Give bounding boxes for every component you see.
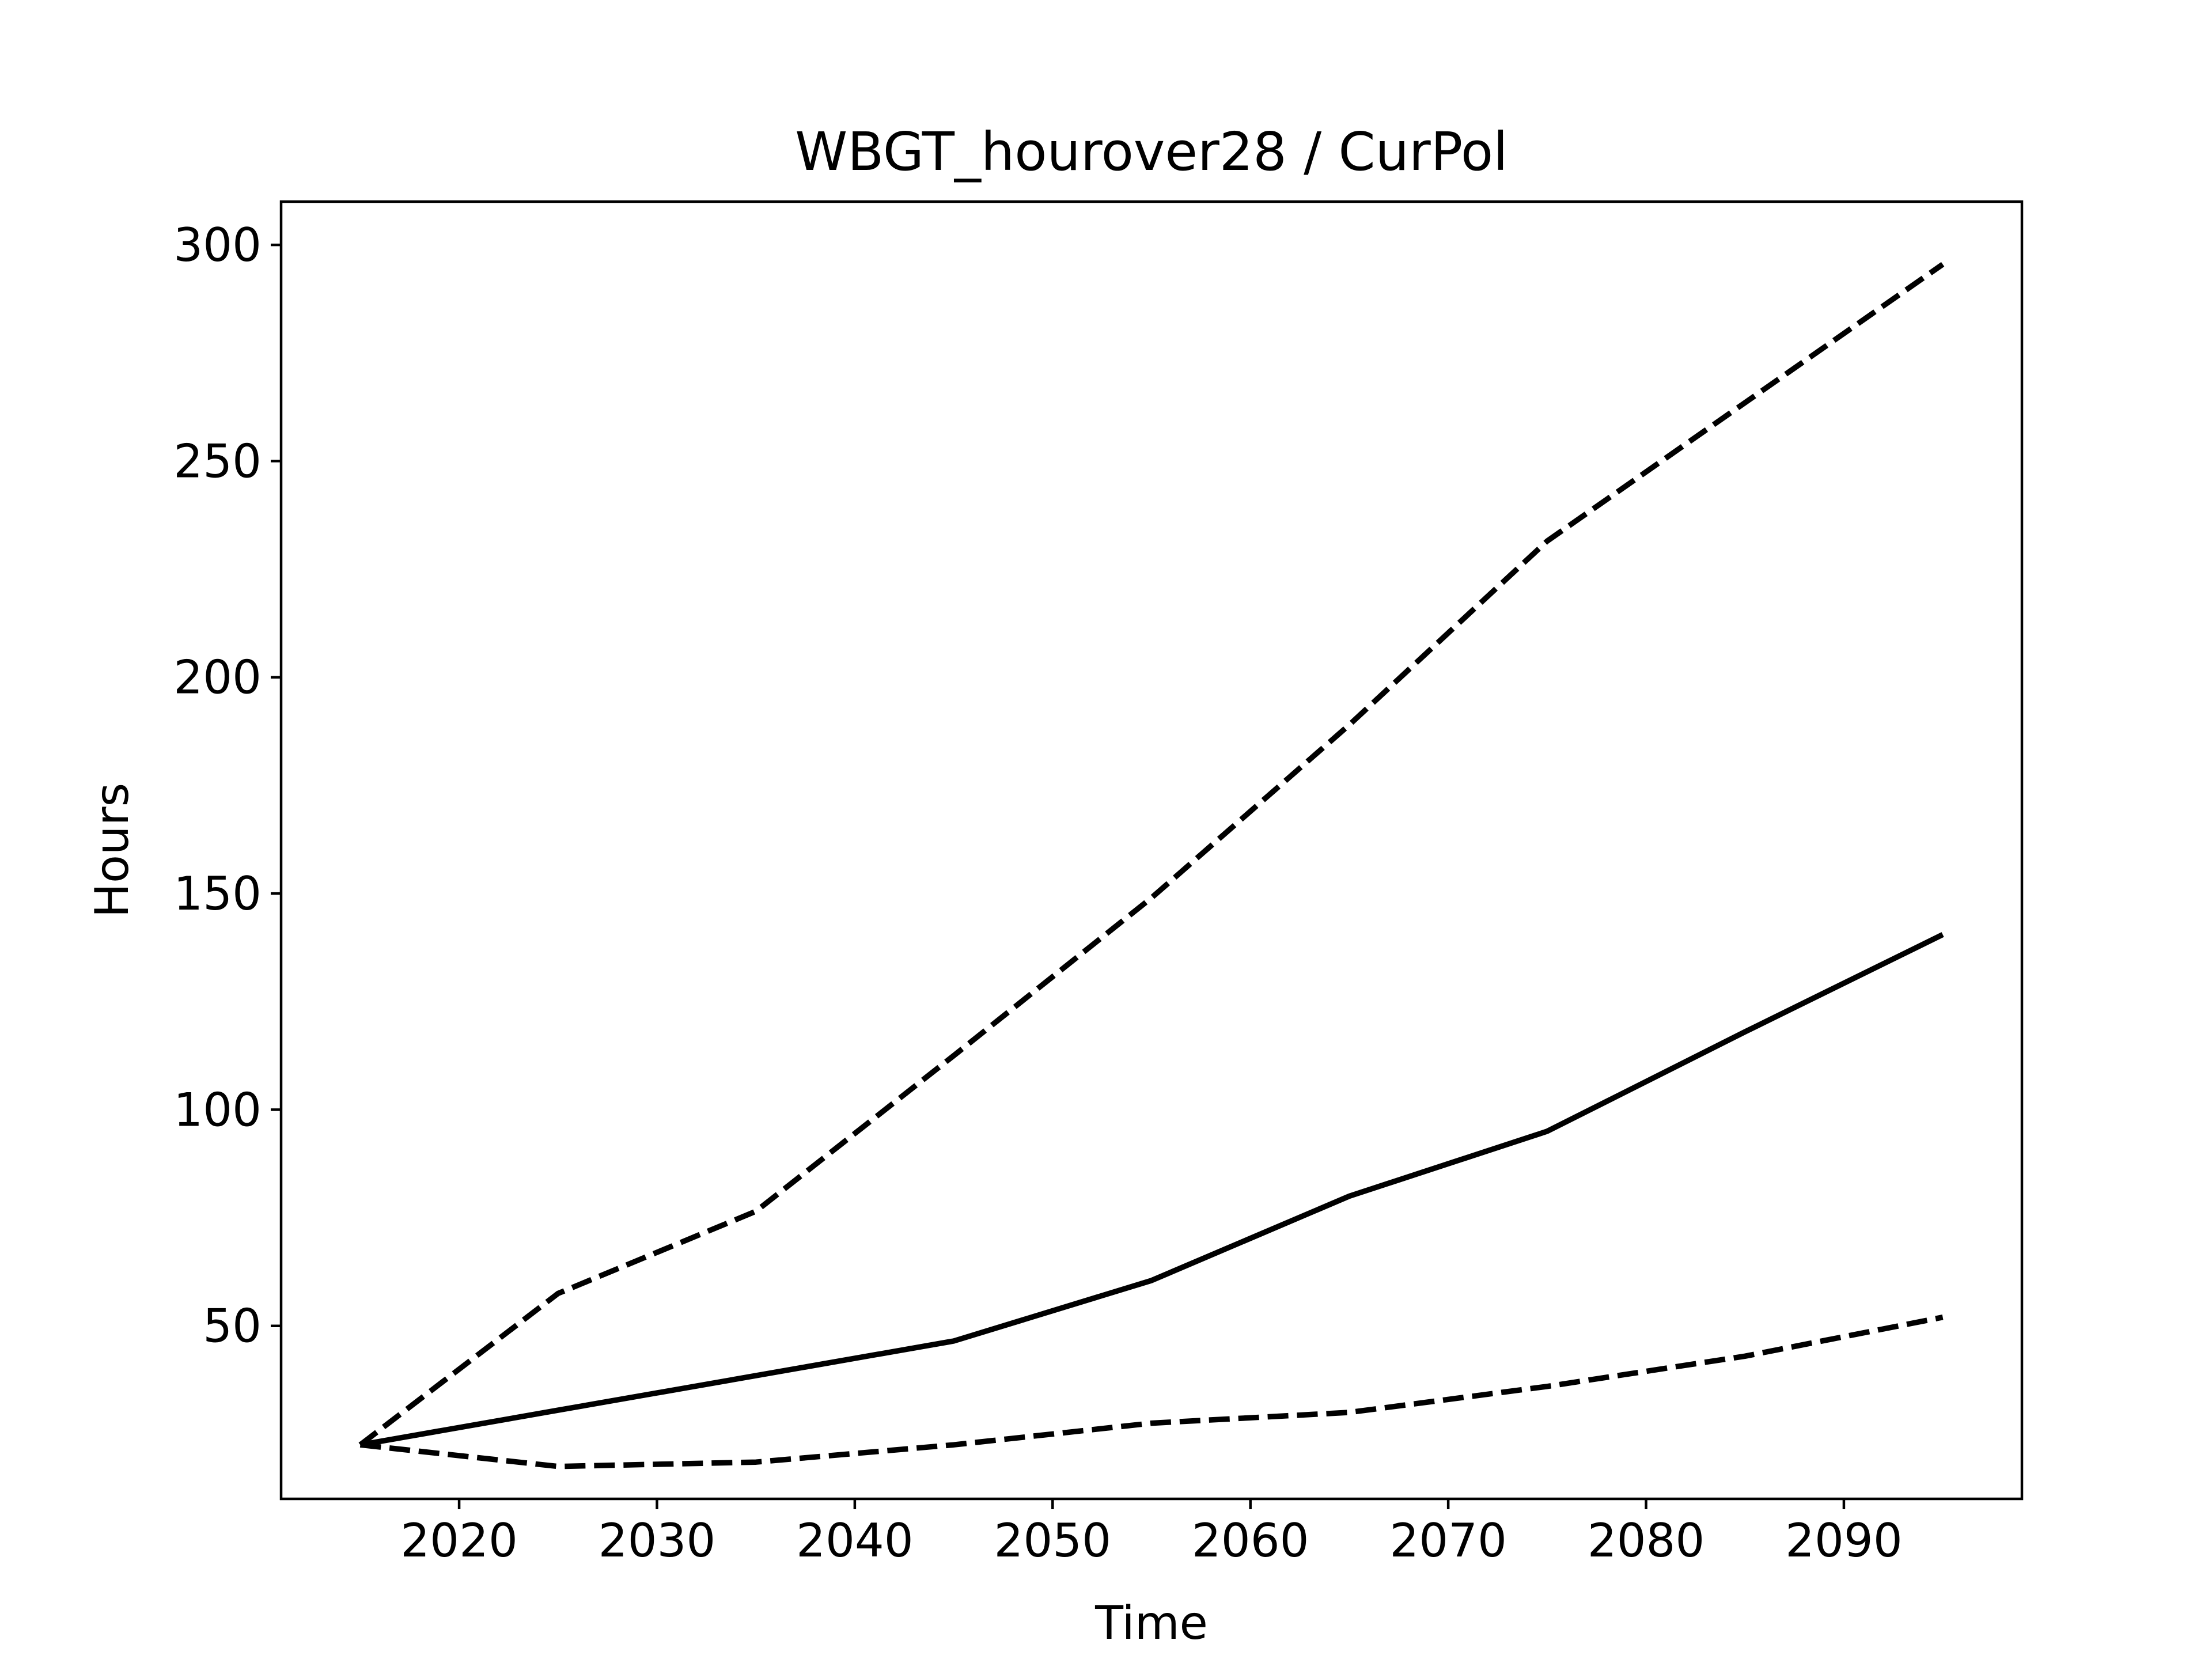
y-tick-label: 100 (173, 1083, 262, 1137)
series-line-1 (359, 932, 1944, 1448)
x-tick-label: 2080 (1588, 1514, 1705, 1567)
plot-frame (279, 200, 2024, 1501)
x-tick-label: 2090 (1785, 1514, 1903, 1567)
y-axis: 50 100 150 200 250 300 (173, 218, 281, 1353)
x-tick-label: 2040 (796, 1514, 914, 1567)
y-tick-label: 200 (173, 651, 262, 704)
series-line-3 (359, 1315, 1944, 1469)
x-tick-label: 2050 (994, 1514, 1111, 1567)
series-layer (358, 262, 1945, 1469)
series-line-2 (358, 262, 1945, 1447)
y-axis-label: Hours (85, 783, 139, 918)
x-tick-label: 2060 (1192, 1514, 1309, 1567)
y-tick-label: 50 (203, 1300, 262, 1353)
y-tick-label: 150 (173, 867, 262, 921)
x-tick-label: 2020 (400, 1514, 518, 1567)
y-tick-label: 250 (173, 434, 262, 488)
x-tick-label: 2030 (599, 1514, 716, 1567)
x-tick-label: 2070 (1389, 1514, 1507, 1567)
x-axis: 2020 2030 2040 2050 2060 2070 2080 2090 (400, 1499, 1903, 1567)
chart-title: WBGT_hourover28 / CurPol (795, 121, 1508, 183)
y-tick-label: 300 (173, 218, 262, 272)
x-axis-label: Time (1094, 1596, 1208, 1650)
